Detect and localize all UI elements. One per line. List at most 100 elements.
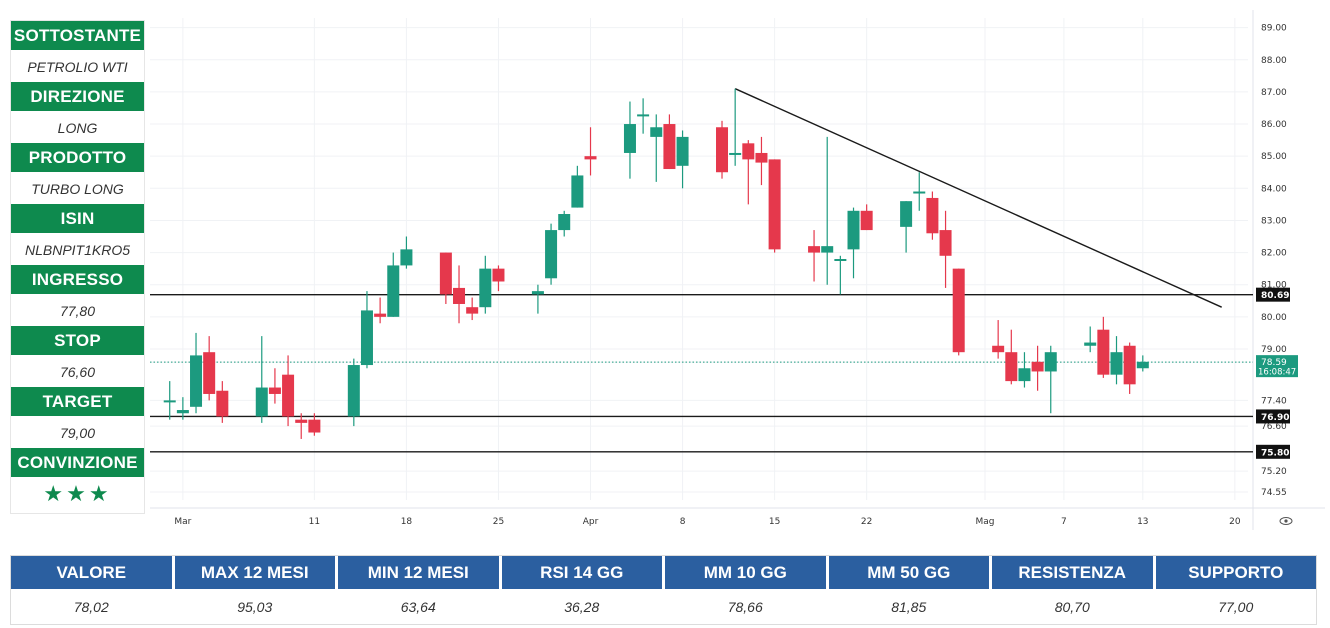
stats-value: 80,70: [992, 589, 1153, 624]
candle-up: [545, 230, 558, 279]
x-tick-label: 15: [769, 517, 780, 527]
stats-value: 36,28: [501, 589, 662, 624]
stats-header: RESISTENZA: [992, 556, 1153, 589]
y-tick-label: 77.40: [1261, 396, 1287, 406]
candle-down: [1097, 329, 1110, 375]
x-tick-label: Mag: [976, 517, 995, 527]
stats-column: MAX 12 MESI 95,03: [174, 556, 338, 624]
panel-label: DIREZIONE: [11, 82, 144, 112]
candle-up: [1084, 342, 1097, 346]
panel-value: NLBNPIT1KRO5: [24, 241, 131, 258]
candle-up: [360, 310, 373, 366]
stats-header: VALORE: [11, 556, 172, 589]
level-label-box: [1256, 409, 1290, 424]
stats-header: RSI 14 GG: [501, 556, 662, 589]
y-tick-label: 81.00: [1261, 281, 1287, 291]
candle-up: [729, 152, 742, 155]
candle-up: [387, 265, 400, 317]
y-tick-label: 80.00: [1261, 313, 1287, 323]
candle-up: [479, 268, 492, 308]
candle-up: [190, 355, 203, 407]
candle-up: [650, 127, 663, 137]
stats-header: MM 50 GG: [828, 556, 989, 589]
candle-up: [571, 175, 584, 208]
stats-column: SUPPORTO 77,00: [1155, 556, 1316, 624]
panel-label: PRODOTTO: [11, 143, 144, 173]
candle-up: [834, 259, 847, 261]
panel-label: STOP: [11, 326, 144, 356]
y-tick-label: 88.00: [1261, 56, 1287, 66]
stats-column: MIN 12 MESI 63,64: [338, 556, 502, 624]
x-tick-label: 11: [309, 517, 320, 527]
candle-down: [663, 124, 676, 170]
candle-down: [860, 210, 873, 231]
candle-up: [1110, 352, 1123, 375]
panel-label: INGRESSO: [11, 265, 144, 295]
x-tick-label: 13: [1137, 517, 1148, 527]
y-tick-label: 87.00: [1261, 88, 1287, 98]
trendline: [734, 88, 1222, 308]
stats-value: 78,02: [11, 589, 172, 624]
panel-label: ISIN: [11, 204, 144, 234]
candle-up: [676, 136, 689, 166]
candle-down: [295, 419, 308, 423]
panel-value: 76,60: [59, 363, 96, 380]
x-tick-label: 8: [680, 517, 686, 527]
candle-down: [926, 197, 939, 234]
candle-up: [558, 214, 571, 231]
candle-up: [163, 400, 176, 403]
y-tick-label: 83.00: [1261, 216, 1287, 226]
candle-up: [847, 210, 860, 250]
stats-header: MM 10 GG: [665, 556, 826, 589]
last-price-box: [1256, 355, 1298, 378]
panel-label: CONVINZIONE: [11, 448, 144, 478]
y-tick-label: 89.00: [1261, 24, 1287, 34]
chart-background: [150, 10, 1325, 530]
candle-up: [400, 249, 413, 266]
candle-down: [742, 143, 755, 160]
stats-header: SUPPORTO: [1155, 556, 1316, 589]
candle-down: [755, 152, 768, 163]
candle-down: [939, 230, 952, 256]
candle-down: [216, 390, 229, 417]
candle-down: [1005, 352, 1018, 382]
last-price-label: 78.59: [1261, 358, 1287, 368]
candle-down: [1031, 361, 1044, 372]
y-tick-label: 76.60: [1261, 422, 1287, 432]
panel-value: PETROLIO WTI: [27, 58, 128, 75]
candle-up: [1044, 352, 1057, 372]
stats-value: 78,66: [665, 589, 826, 624]
x-tick-label: 18: [401, 517, 413, 527]
panel-value: LONG: [57, 119, 98, 136]
y-tick-label: 84.00: [1261, 184, 1287, 194]
y-tick-label: 82.00: [1261, 249, 1287, 259]
candle-down: [584, 156, 597, 160]
candle-down: [439, 252, 452, 295]
stats-value: 81,85: [828, 589, 989, 624]
candle-down: [492, 268, 505, 282]
x-tick-label: 20: [1229, 517, 1241, 527]
x-tick-label: 7: [1061, 517, 1067, 527]
x-tick-label: Mar: [174, 517, 191, 527]
candle-up: [176, 410, 189, 414]
candle-up: [1136, 361, 1149, 369]
stats-column: MM 10 GG 78,66: [665, 556, 829, 624]
conviction-stars: ★★★: [43, 481, 112, 506]
stats-header: MIN 12 MESI: [338, 556, 499, 589]
candle-down: [768, 159, 781, 250]
candle-up: [531, 291, 544, 295]
candle-up: [255, 387, 268, 417]
candle-down: [374, 313, 387, 317]
candle-down: [203, 352, 216, 394]
panel-label: TARGET: [11, 387, 144, 417]
candle-down: [308, 419, 321, 433]
chart-svg: 74.55 75.20 75.80 76.60 77.40 78.59 79.00 80.00…: [150, 10, 1325, 530]
panel-label: SOTTOSTANTE: [11, 21, 144, 51]
candle-down: [466, 307, 479, 314]
stats-column: RSI 14 GG 36,28: [501, 556, 665, 624]
panel-value: 77,80: [59, 302, 96, 319]
level-label: 80.69: [1261, 291, 1289, 301]
candle-down: [268, 387, 281, 394]
level-label-box: [1256, 444, 1290, 459]
last-price-timer: 16:08:47: [1258, 368, 1296, 378]
